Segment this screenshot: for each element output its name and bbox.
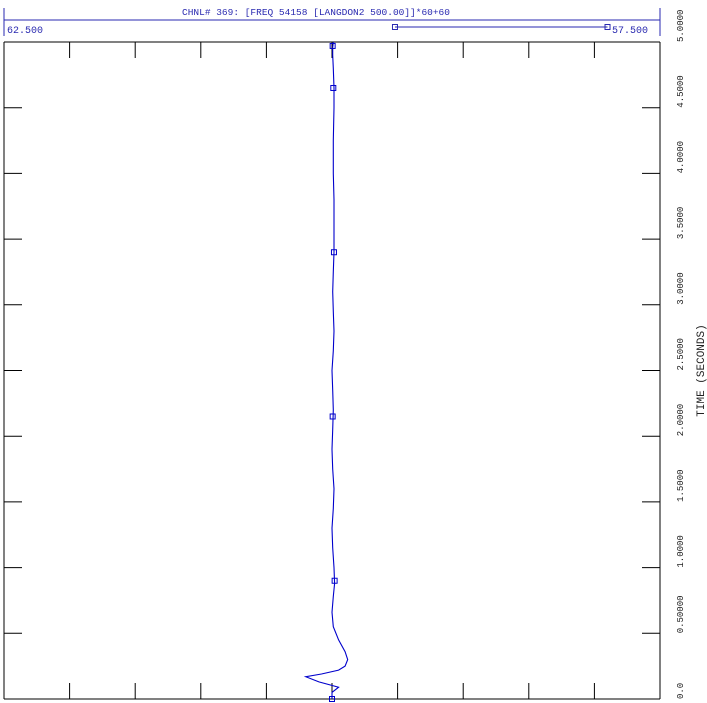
y-axis-title: TIME (SECONDS) [696, 324, 707, 416]
series-group [303, 41, 349, 702]
plot-frame [3, 8, 661, 700]
legend-marker-bar [391, 24, 611, 30]
legend-bar-start-marker [391, 24, 398, 30]
series-marker [329, 696, 335, 702]
y-tick-label: 1.5000 [676, 469, 686, 501]
x-axis-right-label: 57.500 [612, 26, 648, 37]
y-tick-label: 4.0000 [676, 141, 686, 173]
y-tick-labels: 0.0 0.50000 1.0000 1.5000 2.0000 2.5000 3.0000… [676, 10, 686, 699]
series-marker [329, 42, 336, 49]
y-tick-label: 2.0000 [676, 404, 686, 436]
series-marker [331, 577, 338, 584]
y-tick-label: 0.0 [676, 683, 686, 699]
chart-title: CHNL# 369: [FREQ 54158 [LANGDON2 500.00]… [182, 7, 450, 18]
series-marker [329, 413, 336, 420]
series-marker [330, 84, 337, 91]
y-tick-label: 4.5000 [676, 75, 686, 107]
series-line [303, 41, 349, 699]
y-tick-label: 5.0000 [676, 10, 686, 42]
series-marker [330, 249, 337, 256]
y-tick-label: 3.0000 [676, 272, 686, 304]
y-tick-label: 2.5000 [676, 338, 686, 370]
y-tick-label: 1.0000 [676, 535, 686, 567]
legend-bar-end-marker [604, 24, 611, 30]
x-axis-left-label: 62.500 [7, 26, 43, 37]
axis-ticks [4, 41, 660, 700]
y-tick-label: 0.50000 [676, 595, 686, 633]
y-tick-label: 3.5000 [676, 207, 686, 239]
chart-header: CHNL# 369: [FREQ 54158 [LANGDON2 500.00]… [7, 7, 648, 37]
